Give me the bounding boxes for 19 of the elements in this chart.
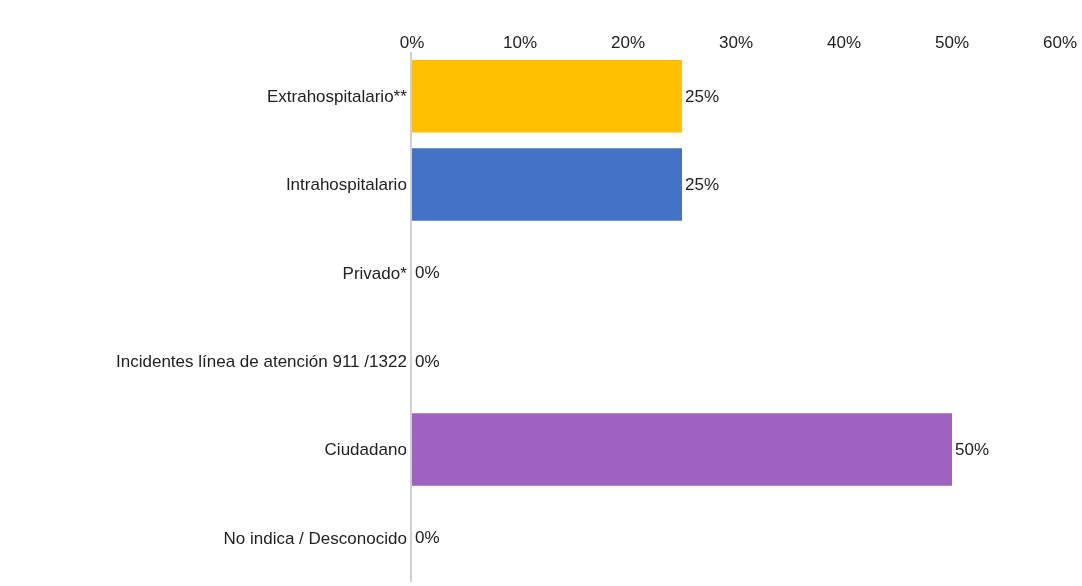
- y-tick-label: No indica / Desconocido: [223, 528, 407, 548]
- data-label: 0%: [415, 351, 440, 371]
- y-tick-label: Intrahospitalario: [285, 175, 407, 195]
- x-tick-label: 10%: [502, 32, 538, 52]
- x-tick-label: 60%: [1042, 32, 1078, 52]
- data-label: 0%: [415, 263, 440, 283]
- x-tick-label: 0%: [399, 32, 425, 52]
- y-tick-label: Ciudadano: [324, 440, 407, 460]
- y-tick-label: Privado*: [342, 263, 408, 283]
- data-label: 0%: [415, 528, 440, 548]
- y-tick-label: Extrahospitalario**: [266, 87, 408, 107]
- data-label: 25%: [685, 175, 720, 194]
- data-label: 25%: [685, 86, 720, 106]
- x-tick-label: 40%: [826, 32, 862, 52]
- x-tick-label: 20%: [610, 32, 646, 52]
- data-label: 50%: [955, 440, 990, 459]
- x-tick-label: 50%: [934, 32, 970, 52]
- y-tick-label: Incidentes línea de atención 911 /1322: [116, 352, 407, 372]
- x-tick-label: 30%: [718, 32, 754, 52]
